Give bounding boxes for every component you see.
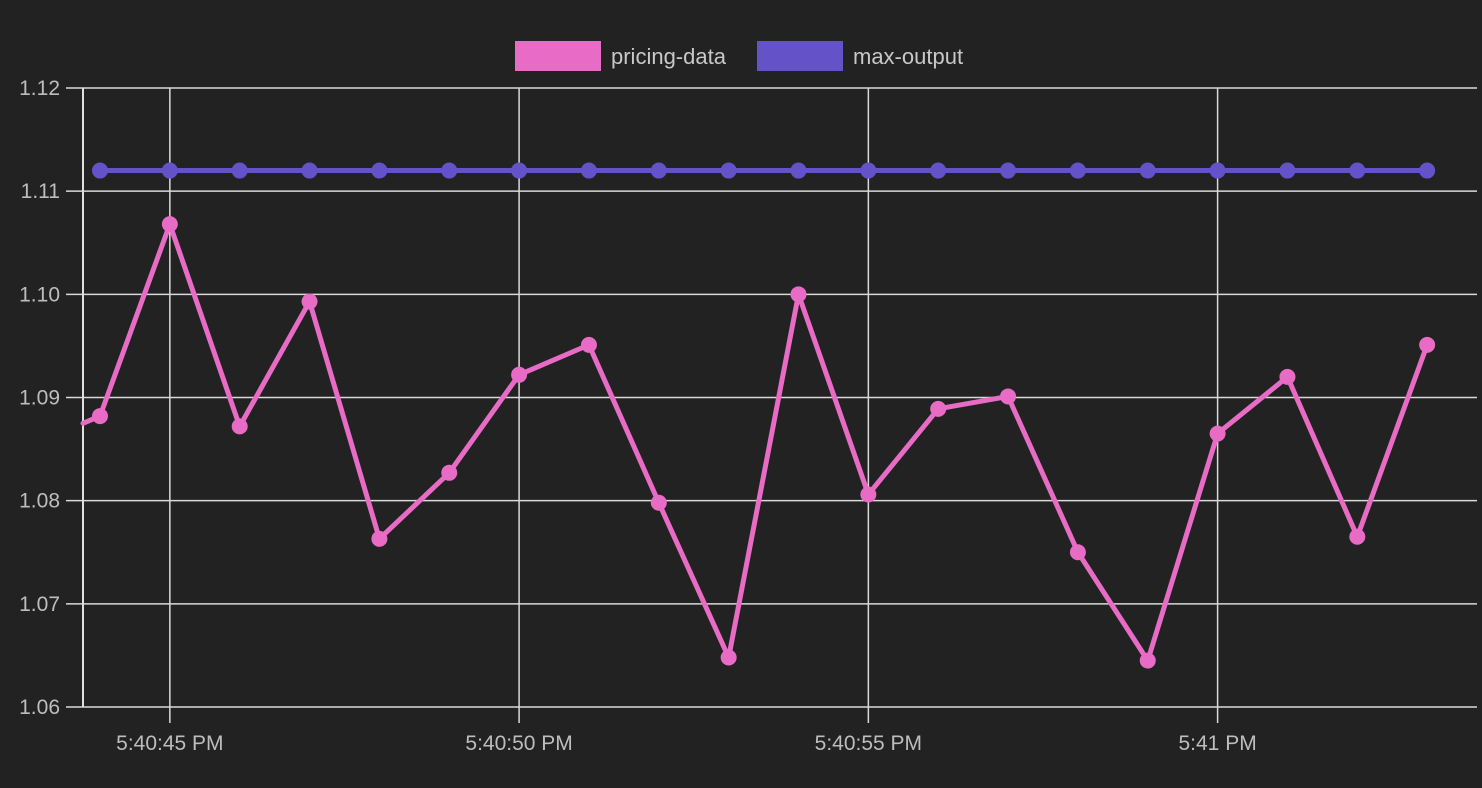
- y-tick-label: 1.10: [19, 283, 60, 306]
- data-point-pricing-data[interactable]: [580, 336, 597, 353]
- x-axis-ticks: 5:40:45 PM 5:40:50 PM 5:40:55 PM 5:41 PM: [116, 732, 1257, 755]
- legend[interactable]: pricing-data max-output: [515, 41, 963, 71]
- x-tick-label: 5:40:55 PM: [815, 732, 922, 755]
- plot-area: [80, 162, 1436, 669]
- legend-item-pricing-data[interactable]: pricing-data: [515, 41, 727, 71]
- data-point-max-output[interactable]: [720, 162, 737, 179]
- data-point-max-output[interactable]: [1000, 162, 1017, 179]
- data-point-max-output[interactable]: [930, 162, 947, 179]
- data-point-pricing-data[interactable]: [1000, 388, 1017, 405]
- data-point-pricing-data[interactable]: [1209, 425, 1226, 442]
- data-point-max-output[interactable]: [1279, 162, 1296, 179]
- data-point-pricing-data[interactable]: [92, 408, 108, 425]
- y-axis-ticks: 1.06 1.07 1.08 1.09 1.10 1.11 1.12: [19, 77, 60, 719]
- data-point-max-output[interactable]: [371, 162, 388, 179]
- data-point-max-output[interactable]: [1069, 162, 1086, 179]
- legend-item-max-output[interactable]: max-output: [757, 41, 963, 71]
- data-point-max-output[interactable]: [231, 162, 248, 179]
- data-point-max-output[interactable]: [511, 162, 528, 179]
- data-point-max-output[interactable]: [92, 162, 108, 179]
- x-tick-label: 5:40:50 PM: [465, 732, 572, 755]
- data-point-max-output[interactable]: [790, 162, 807, 179]
- data-point-max-output[interactable]: [1419, 162, 1436, 179]
- legend-label-pricing-data: pricing-data: [611, 44, 727, 69]
- data-point-max-output[interactable]: [161, 162, 178, 179]
- data-point-max-output[interactable]: [1139, 162, 1156, 179]
- data-point-pricing-data[interactable]: [441, 464, 458, 481]
- data-point-max-output[interactable]: [301, 162, 318, 179]
- data-point-pricing-data[interactable]: [231, 418, 248, 435]
- y-tick-label: 1.11: [21, 180, 60, 203]
- data-point-max-output[interactable]: [441, 162, 458, 179]
- data-point-max-output[interactable]: [1349, 162, 1366, 179]
- data-point-pricing-data[interactable]: [720, 649, 737, 666]
- data-point-pricing-data[interactable]: [1069, 544, 1086, 561]
- data-point-pricing-data[interactable]: [1139, 652, 1156, 669]
- data-point-pricing-data[interactable]: [161, 216, 178, 233]
- series-line-pricing-data: [80, 221, 1430, 664]
- x-tick-label: 5:41 PM: [1178, 732, 1256, 755]
- y-tick-label: 1.09: [19, 387, 60, 410]
- legend-swatch-pricing-data: [515, 41, 601, 71]
- data-point-pricing-data[interactable]: [511, 366, 528, 383]
- data-point-max-output[interactable]: [650, 162, 667, 179]
- legend-label-max-output: max-output: [853, 44, 963, 69]
- x-tick-label: 5:40:45 PM: [116, 732, 223, 755]
- y-tick-label: 1.12: [19, 77, 60, 100]
- data-point-pricing-data[interactable]: [1279, 368, 1296, 385]
- y-tick-label: 1.08: [19, 490, 60, 513]
- data-point-max-output[interactable]: [860, 162, 877, 179]
- data-point-max-output[interactable]: [1209, 162, 1226, 179]
- y-tick-label: 1.06: [19, 696, 60, 719]
- data-point-pricing-data[interactable]: [860, 486, 877, 503]
- data-point-pricing-data[interactable]: [301, 293, 318, 310]
- grid: [66, 87, 1477, 723]
- data-point-pricing-data[interactable]: [371, 530, 388, 547]
- data-point-pricing-data[interactable]: [790, 286, 807, 303]
- data-point-pricing-data[interactable]: [650, 494, 667, 511]
- data-point-pricing-data[interactable]: [1349, 528, 1366, 545]
- data-point-pricing-data[interactable]: [1419, 336, 1436, 353]
- data-point-max-output[interactable]: [580, 162, 597, 179]
- legend-swatch-max-output: [757, 41, 843, 71]
- y-tick-label: 1.07: [19, 593, 60, 616]
- data-point-pricing-data[interactable]: [930, 400, 947, 417]
